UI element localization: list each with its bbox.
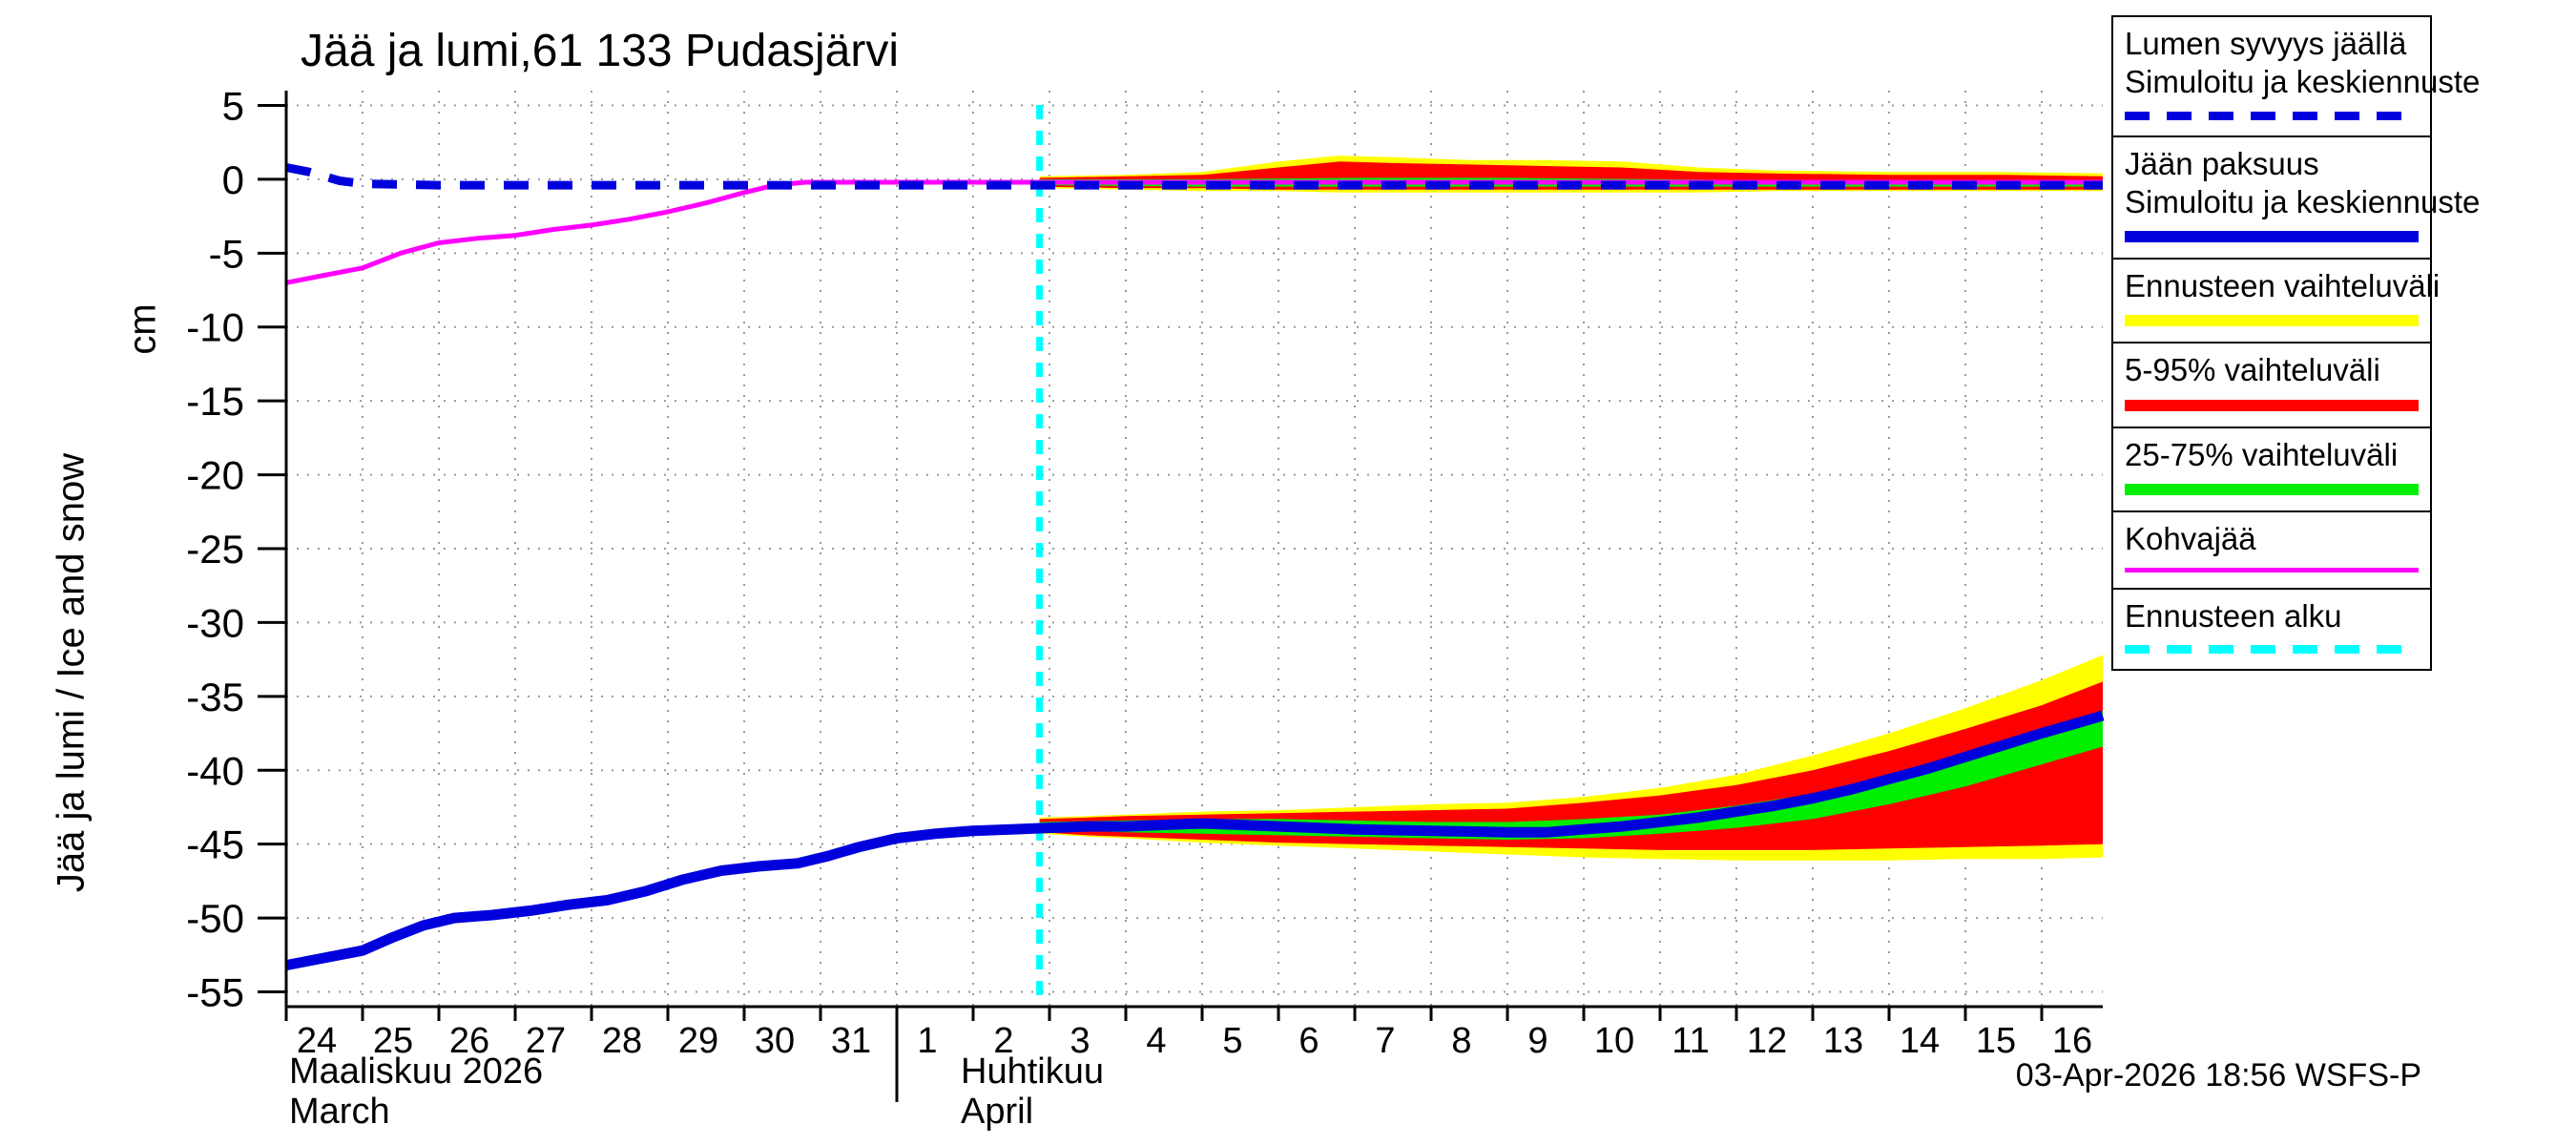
x-tick-label: 3 [1070,1021,1090,1061]
x-tick-label: 5 [1222,1021,1242,1061]
legend-item-sample-line [2125,111,2419,120]
legend-item-sample-line [2125,568,2419,572]
month-label-march-en: March [289,1092,390,1132]
y-tick-label: -40 [186,748,244,793]
x-tick-label: 1 [917,1021,937,1061]
x-tick-label: 24 [297,1021,337,1061]
legend: Lumen syvyys jäällä Simuloitu ja keskienn… [2111,15,2481,672]
x-tick-label: 13 [1823,1021,1863,1061]
band-ice-25-75-range [1039,711,2103,840]
legend-item-label: Ennusteen vaihteluväli [2125,268,2441,303]
y-tick-label: -15 [186,379,244,424]
x-tick-label: 31 [831,1021,871,1061]
x-tick-label: 11 [1672,1021,1709,1061]
x-tick-label: 7 [1375,1021,1395,1061]
y-axis-unit-label: cm [121,303,164,355]
legend-item: Ennusteen vaihteluväli [2111,258,2441,344]
x-tick-label: 8 [1451,1021,1471,1061]
y-tick-label: 5 [222,83,244,128]
x-tick-label: 30 [755,1021,795,1061]
month-label-april-en: April [961,1092,1034,1132]
y-tick-label: -25 [186,527,244,572]
legend-item-label: 25-75% vaihteluväli [2125,436,2399,472]
timestamp: 03-Apr-2026 18:56 WSFS-P [2015,1057,2421,1093]
legend-item: 5-95% vaihteluväli [2111,342,2432,428]
legend-item-sample-line [2125,645,2419,655]
y-tick-label: -10 [186,305,244,350]
x-tick-label: 26 [449,1021,489,1061]
legend-item-label: Kohvajää [2125,520,2256,556]
axes [258,91,2103,1102]
x-tick-label: 14 [1900,1021,1940,1061]
legend-item-sample-line [2125,315,2419,327]
legend-item: Jään paksuus Simuloitu ja keskiennuste [2111,135,2481,260]
legend-item-label: Lumen syvyys jäällä [2125,26,2407,61]
legend-item: Kohvajää [2111,510,2432,590]
y-tick-label: -45 [186,822,244,867]
legend-item-label: Ennusteen alku [2125,598,2342,634]
y-tick-label: -55 [186,970,244,1015]
y-tick-label: -5 [209,231,244,276]
x-tick-label: 16 [2052,1021,2092,1061]
x-tick-label: 25 [373,1021,413,1061]
month-label-april-fi: Huhtikuu [961,1051,1104,1092]
legend-item-label: Jään paksuus [2125,145,2319,181]
x-tick-label: 27 [526,1021,566,1061]
month-label-march-fi: Maaliskuu 2026 [289,1051,544,1092]
series-ice-thickness-median [284,710,2105,971]
legend-item-sample-line [2125,231,2419,242]
series-snow-depth-median [285,163,2103,190]
legend-item-label: Simuloitu ja keskiennuste [2125,64,2481,100]
y-tick-label: -35 [186,675,244,719]
x-tick-label: 4 [1146,1021,1166,1061]
legend-item-sample-line [2125,399,2419,411]
legend-item: Lumen syvyys jäällä Simuloitu ja keskienn… [2111,15,2481,137]
x-tick-label: 6 [1298,1021,1319,1061]
y-tick-label: -50 [186,896,244,941]
x-tick-label: 28 [602,1021,642,1061]
legend-item-sample-line [2125,483,2419,495]
series-kohvajaa [285,179,2103,285]
y-tick-label: -20 [186,453,244,498]
x-tick-label: 15 [1976,1021,2016,1061]
x-tick-label: 9 [1527,1021,1548,1061]
y-tick-label: -30 [186,600,244,645]
legend-item: 25-75% vaihteluväli [2111,426,2432,512]
legend-item-label: Simuloitu ja keskiennuste [2125,183,2481,219]
y-tick-label: 0 [222,157,244,202]
legend-item-label: 5-95% vaihteluväli [2125,352,2380,388]
chart-title: Jää ja lumi,61 133 Pudasjärvi [301,26,900,76]
legend-item: Ennusteen alku [2111,588,2432,672]
x-tick-label: 2 [993,1021,1013,1061]
y-axis-label: Jää ja lumi / Ice and snow [50,452,93,893]
x-tick-label: 12 [1747,1021,1787,1061]
x-tick-label: 29 [678,1021,718,1061]
x-tick-label: 10 [1594,1021,1634,1061]
